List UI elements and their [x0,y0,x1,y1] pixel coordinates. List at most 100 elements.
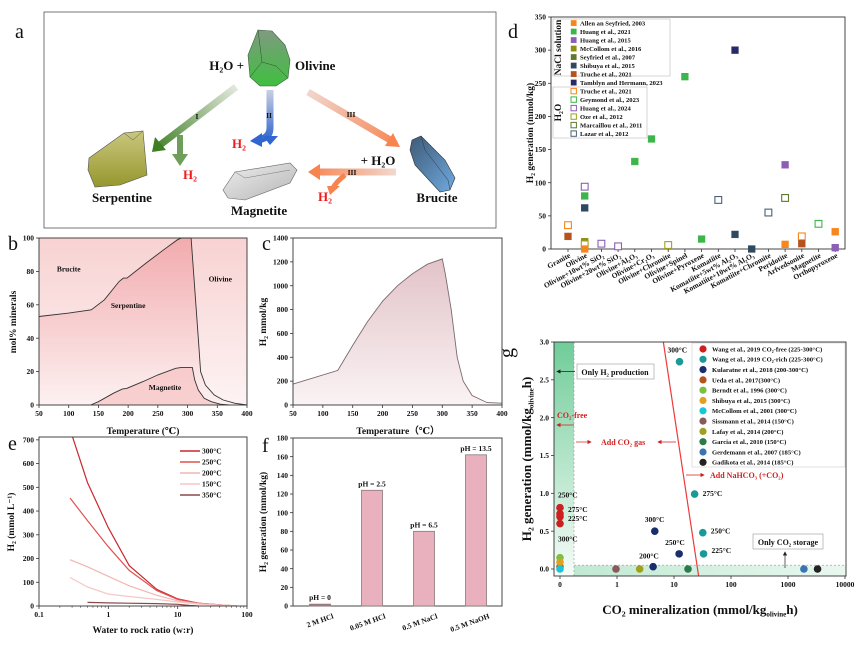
legend-entry-label: 250°C [202,458,222,467]
data-point [556,512,564,521]
data-point [831,228,839,236]
c-x-axis-label: Temperature（℃） [356,425,439,437]
f-category-label: 2 M HCl [305,611,334,629]
data-point [614,242,623,251]
b-ytick-label: 100 [23,234,35,243]
e-ytick-label: 200 [23,554,35,563]
olivine-label: Olivine [295,58,336,73]
legend-entry-label: Shibuya et al., 2015 [580,63,635,70]
bar-data-label: pH = 6.5 [410,520,438,529]
bar-data-label: pH = 2.5 [358,479,386,488]
legend-entry-label: Gerdemann et al., 2007 (185°C) [712,449,801,456]
legend-group-title: NaCl solution [554,19,564,75]
b-xtick-label: 150 [93,409,105,418]
bar [413,530,435,607]
panel-g: g 0.0 0.5 1.0 1.5 2.0 2.5 3.0 0 1 10 100 1000 10000 O… [496,338,855,619]
point-label: 250°C [711,527,731,536]
data-point [814,219,823,228]
legend-entry-label: Ueda et al., 2017(300°C) [712,377,780,384]
e-xtick-label: 10 [174,610,182,619]
legend-entry-label: Huang et al., 2024 [580,105,631,112]
point-label: 300°C [645,515,665,524]
h2-curve [292,258,503,404]
data-point [581,245,589,253]
magnetite-label: Magnetite [231,203,288,218]
e-xtick-label: 1 [106,610,110,619]
bar [309,603,331,607]
bar-data-label: pH = 13.5 [460,444,491,453]
panel-a-frame [43,11,497,229]
legend-marker [570,62,577,69]
pathway-3-arrow [306,88,400,147]
phase-boundary-line [190,237,248,406]
legend-marker [699,427,707,435]
legend-box [552,86,648,139]
legend-entry-label: Truche et al., 2021 [580,88,632,95]
g-xtick-label: 10 [670,580,678,589]
legend-entry-label: Huang et al., 2015 [580,37,631,44]
data-point [781,161,789,169]
brucite-rock-icon [409,135,456,193]
magnetite-rock-icon [222,162,298,201]
g-x-axis-label-subscript: olivine [766,611,786,619]
pathway-1-arrow [152,84,239,166]
b-ytick-label: 60 [27,300,35,309]
d-ytick-label: 150 [535,145,547,154]
f-ytick-label: 20 [281,583,289,592]
brucite-label: Brucite [416,190,457,205]
d-ytick-label: 250 [535,79,547,88]
g-ytick-label: 2.0 [540,413,550,422]
data-point [564,232,572,241]
f-ytick-label: 120 [277,490,289,499]
panel-f: f 0 20 40 60 80 100 120 140 160 180 pH = 0 2 M HCl p… [258,434,503,634]
legend-entry-label: Kularatne et al., 2018 (200-300°C) [712,367,808,374]
c-ytick-label: 400 [277,353,289,362]
legend-marker [570,87,577,95]
point-label: 300°C [668,346,688,355]
panel-f-frame [292,437,503,607]
panel-g-frame [553,341,847,577]
legend-marker [570,96,577,103]
g-x-axis-label-main: CO₂ mineralization (mmol/kg [602,602,767,617]
f-ytick-label: 60 [281,546,289,555]
g-ytick-label: 1.0 [540,489,550,498]
data-point [797,232,806,241]
g-y-axis-label: H₂ generation (mmol/kgolivineh) [519,377,536,542]
legend-marker [570,121,577,129]
c-xtick-label: 100 [317,409,329,418]
data-point [699,550,708,558]
b-xtick-label: 100 [63,409,75,418]
only-co2-box [752,533,824,550]
c-ytick-label: 1000 [273,281,288,290]
b-y-axis-label: mol% minerals [9,290,19,353]
data-point [831,244,839,252]
b-xtick-label: 200 [123,409,135,418]
f-ytick-label: 0 [284,602,288,611]
c-xtick-label: 400 [496,409,508,418]
serpentine-region [39,238,247,405]
legend-marker [699,376,707,384]
f-category-label: 0.5 M NaOH [449,611,491,634]
e-ytick-label: 600 [23,459,35,468]
d-ytick-label: 300 [535,46,547,55]
legend-marker [570,113,577,120]
pathway-2-arrow [250,90,278,147]
legend-entry-label: McCollom et al., 2016 [580,46,642,53]
g-x-axis-label: CO₂ mineralization (mmol/kgolivineh) [602,602,798,619]
legend-entry-label: Tamblyn and Hermann, 2023 [580,80,663,87]
point-label: 275°C [568,505,588,514]
g-xtick-label: 1000 [781,580,796,589]
point-label: 250°C [558,491,578,500]
c-xtick-label: 200 [377,409,389,418]
g-y-axis-label-tail: h) [519,377,534,389]
legend-group-title: H₂O [554,104,564,122]
legend-entry-label: Allen an Seyfried, 2003 [580,20,646,27]
co2-free-annotation: CO₂-free [557,411,588,420]
legend-box [691,342,846,468]
f-ytick-label: 40 [281,564,289,573]
c-ytick-label: 800 [277,305,289,314]
data-point [556,503,564,512]
panel-label-g: g [496,348,518,358]
c-xtick-label: 50 [289,409,297,418]
c-ytick-label: 600 [277,329,289,338]
